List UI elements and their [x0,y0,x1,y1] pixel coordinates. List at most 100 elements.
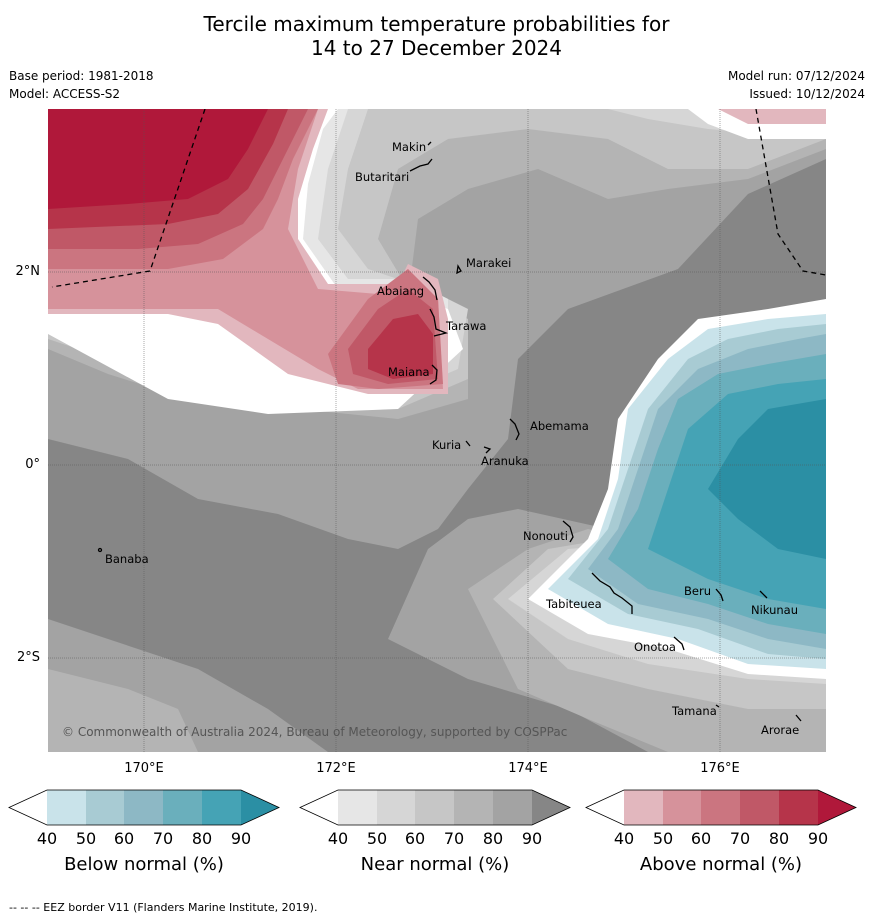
colorbar-label-near: Near normal (%) [360,854,510,875]
island-arorae [795,714,802,722]
cbar-tick: 60 [113,829,135,848]
place-label: Tarawa [445,319,486,333]
graticule [48,109,826,752]
colorbar-below-normal [8,789,280,826]
island-nikunau [759,590,768,599]
cbar-tick: 50 [75,829,97,848]
cbar-swatch [740,790,779,825]
place-label: Nikunau [751,603,798,617]
issued-date: Issued: 10/12/2024 [749,87,865,101]
cbar-tick: 40 [613,829,635,848]
eez-legend: -- -- -- EEZ border V11 (Flanders Marine… [9,901,318,914]
base-period: Base period: 1981-2018 [9,69,154,83]
island-makin [427,141,432,146]
lon-label-176: 176°E [700,761,740,776]
cbar-swatch [415,790,454,825]
lon-label-170: 170°E [124,761,164,776]
island-beru [715,588,724,602]
place-label: Marakei [466,256,511,270]
cbar-swatch [624,790,663,825]
cbar-tick: 90 [807,829,829,848]
island-tamana [715,704,720,708]
cbar-swatch [124,790,163,825]
island-maiana [429,364,438,385]
eez-border-west [51,109,206,288]
title-line-2: 14 to 27 December 2024 [310,36,562,60]
cbar-tick: 80 [191,829,213,848]
model-run: Model run: 07/12/2024 [727,69,865,83]
island-nonouti [562,520,574,543]
cbar-swatch [779,790,818,825]
cbar-swatch [532,790,570,825]
lat-label-0: 0° [25,457,40,472]
an-80-region-tarawa [368,314,433,379]
colorbar-label-above: Above normal (%) [639,854,803,875]
an-90-region [48,109,268,209]
cbar-swatch [300,790,338,825]
cbar-tick: 90 [230,829,252,848]
island-banaba [97,547,103,553]
cbar-tick: 70 [443,829,465,848]
colorbar-near-normal [299,789,571,826]
cbar-tick: 80 [768,829,790,848]
bn-90-region [708,399,826,559]
cbar-swatch [241,790,279,825]
cbar-tick: 40 [327,829,349,848]
place-label: Tabiteuea [545,597,602,611]
cbar-swatch [86,790,124,825]
place-label: Onotoa [634,640,676,654]
cbar-tick: 80 [482,829,504,848]
cbar-swatch [9,790,47,825]
cbar-swatch [701,790,740,825]
cbar-tick: 60 [404,829,426,848]
eez-border-east [755,109,826,276]
cbar-swatch [377,790,415,825]
an-40-region-ne [718,109,826,124]
model-name: Model: ACCESS-S2 [9,87,121,101]
place-label: Abemama [530,419,589,433]
island-abaiang [422,276,438,301]
cbar-tick: 90 [521,829,543,848]
place-label: Nonouti [523,529,568,543]
island-butaritari [409,158,433,172]
cbar-swatch [818,790,856,825]
island-aranuka [483,446,492,454]
lon-label-174: 174°E [508,761,548,776]
islands [97,141,802,722]
lat-label-2n: 2°N [15,264,41,279]
nn-70-region-sw [48,669,198,752]
cbar-swatch [454,790,493,825]
cbar-tick: 50 [366,829,388,848]
chart-title: Tercile maximum temperature probabilitie… [0,12,873,60]
island-kuria [465,440,471,447]
place-label: Butaritari [355,170,409,184]
place-label: Beru [684,584,711,598]
cbar-swatch [493,790,532,825]
island-abemama [509,418,520,441]
eez-border [51,109,826,288]
cbar-tick: 50 [652,829,674,848]
colorbar-above-normal [585,789,857,826]
place-label: Abaiang [377,284,424,298]
cbar-tick: 60 [690,829,712,848]
copyright-notice: © Commonwealth of Australia 2024, Bureau… [62,725,567,739]
cbar-swatch [163,790,202,825]
place-label: Makin [392,140,426,154]
island-marakei [456,264,462,275]
place-label: Aranuka [481,454,529,468]
lat-label-2s: 2°S [16,650,40,665]
island-tabiteuea [591,572,633,614]
place-label: Maiana [388,365,430,379]
cbar-swatch [202,790,241,825]
place-label: Tamana [671,704,717,718]
title-line-1: Tercile maximum temperature probabilitie… [203,12,670,36]
place-label: Banaba [105,552,149,566]
probability-map: Makin Butaritari Marakei Abaiang Tarawa … [48,109,826,752]
place-label: Arorae [761,723,799,737]
cbar-swatch [663,790,701,825]
lon-label-172: 172°E [316,761,356,776]
island-onotoa [673,636,685,651]
cbar-swatch [47,790,86,825]
cbar-tick: 40 [36,829,58,848]
colorbar-label-below: Below normal (%) [64,854,224,875]
